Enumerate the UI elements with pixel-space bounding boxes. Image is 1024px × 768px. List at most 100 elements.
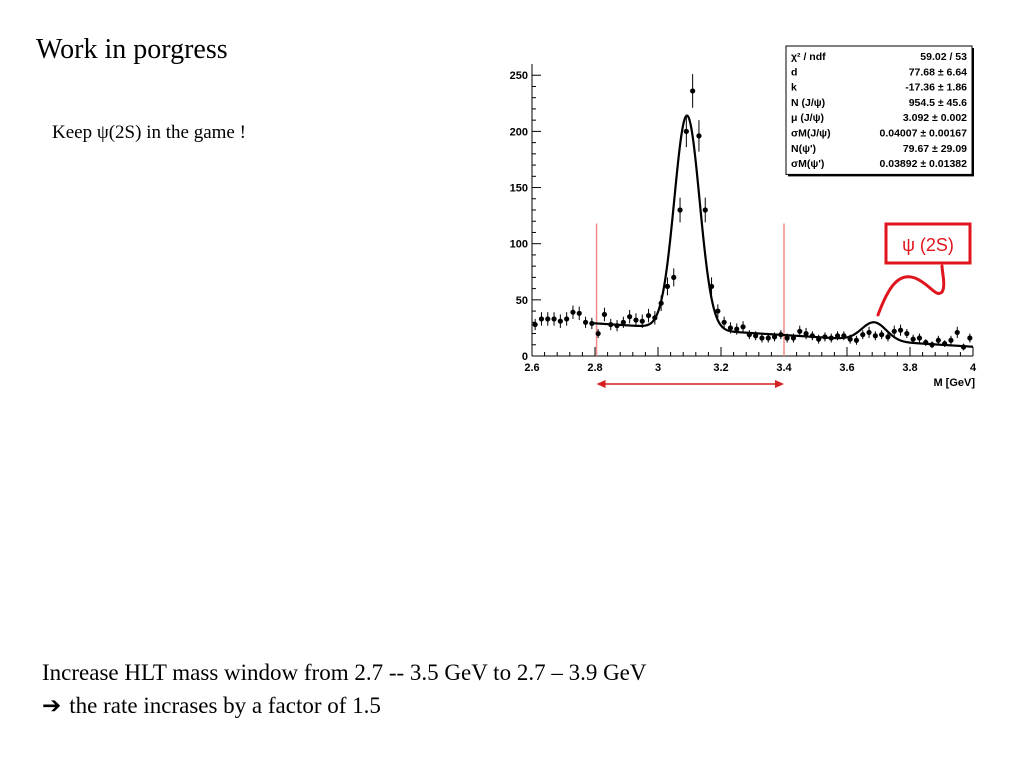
data-point xyxy=(948,335,954,345)
stat-label: k xyxy=(791,82,797,94)
data-point xyxy=(683,115,689,148)
annotation-box xyxy=(884,222,972,265)
data-point xyxy=(633,313,639,327)
data-point-marker xyxy=(671,274,677,280)
data-point-marker xyxy=(545,316,551,322)
data-point-marker xyxy=(803,330,809,337)
data-point xyxy=(538,312,545,326)
data-point-marker xyxy=(702,207,708,213)
data-point xyxy=(715,304,721,318)
data-point-marker xyxy=(853,337,860,343)
stat-label: N(ψ') xyxy=(791,143,816,155)
data-point-marker xyxy=(595,330,601,337)
x-tick-label: 3.2 xyxy=(713,362,728,374)
annotation-label: ψ (2S) xyxy=(902,235,954,255)
y-tick-label: 100 xyxy=(510,239,528,251)
data-point xyxy=(576,306,582,321)
footer-line-2: ➔ the rate incrases by a factor of 1.5 xyxy=(42,689,647,723)
data-point xyxy=(564,312,570,326)
data-point xyxy=(897,324,904,336)
data-point xyxy=(645,308,652,323)
data-point-marker xyxy=(734,326,740,332)
data-point xyxy=(551,312,557,326)
data-point-marker xyxy=(645,312,652,319)
data-point-marker xyxy=(601,311,608,318)
data-point xyxy=(582,316,589,328)
data-point-marker xyxy=(677,207,683,213)
slide-subtitle: Keep ψ(2S) in the game ! xyxy=(52,122,246,143)
data-point-marker xyxy=(797,328,803,334)
right-arrow-icon: ➔ xyxy=(42,693,62,719)
y-tick-label: 250 xyxy=(510,70,528,82)
mass-window-arrow xyxy=(596,380,784,388)
x-axis-label: M [GeV] xyxy=(933,377,975,389)
x-tick-label: 3 xyxy=(655,362,661,374)
data-point-marker xyxy=(576,310,582,316)
stat-label: N (J/ψ) xyxy=(791,97,825,109)
data-point-marker xyxy=(564,316,570,322)
data-point-marker xyxy=(690,88,696,94)
data-point xyxy=(557,314,563,328)
data-point xyxy=(885,332,891,342)
stat-value: 0.04007 ± 0.00167 xyxy=(879,128,967,140)
data-point xyxy=(740,321,746,333)
y-tick-label: 150 xyxy=(510,183,528,195)
data-point-marker xyxy=(551,316,557,322)
data-point xyxy=(690,74,696,108)
stat-label: σM(ψ') xyxy=(791,158,824,170)
data-point xyxy=(532,318,538,331)
y-tick-label: 200 xyxy=(510,126,528,138)
data-point xyxy=(570,305,576,319)
psi2s-annotation: ψ (2S) xyxy=(876,222,972,317)
data-point-marker xyxy=(759,335,765,341)
data-point-marker xyxy=(570,309,576,315)
data-point-marker xyxy=(866,329,872,336)
data-point-marker xyxy=(727,325,734,331)
data-point-marker xyxy=(954,329,960,336)
stat-value: 77.68 ± 6.64 xyxy=(909,66,967,78)
data-point xyxy=(853,335,860,345)
data-point xyxy=(595,329,601,339)
data-point-marker xyxy=(557,318,563,324)
data-point-marker xyxy=(910,336,916,342)
data-point xyxy=(696,120,702,152)
data-point-marker xyxy=(904,330,910,337)
data-point-marker xyxy=(753,333,759,339)
stat-value: 0.03892 ± 0.01382 xyxy=(879,158,967,170)
data-point-marker xyxy=(639,318,645,324)
footer-line-2-text: the rate incrases by a factor of 1.5 xyxy=(69,693,381,718)
arrow-head-right xyxy=(775,380,784,388)
data-point xyxy=(601,307,608,322)
data-point-marker xyxy=(664,283,671,289)
data-point-marker xyxy=(620,319,626,325)
data-point-marker xyxy=(935,337,941,343)
y-tick-label: 0 xyxy=(522,351,528,363)
data-point xyxy=(866,326,872,339)
stat-value: 954.5 ± 45.6 xyxy=(909,97,967,109)
mass-spectrum-chart: 0 50 100 150 200 250 2.6 2.8 3 3.2 3.4 3.6 3.8 4 M [Ge… xyxy=(510,45,977,389)
fit-curve xyxy=(591,114,974,348)
x-tick-label: 2.6 xyxy=(524,362,539,374)
slide-title: Work in porgress xyxy=(36,34,228,65)
slide-footer: Increase HLT mass window from 2.7 -- 3.5… xyxy=(42,656,647,723)
y-tick-label: 50 xyxy=(516,295,528,307)
data-point xyxy=(916,333,923,343)
stat-label: d xyxy=(791,66,797,78)
data-point-marker xyxy=(582,319,589,325)
data-point-marker xyxy=(532,321,538,328)
stat-label: μ (J/ψ) xyxy=(791,112,824,124)
data-point-marker xyxy=(891,328,897,334)
arrow-head-left xyxy=(596,380,606,388)
data-point xyxy=(545,312,551,326)
data-point-marker xyxy=(885,334,891,340)
stats-box: χ² / ndf 59.02 / 53 d 77.68 ± 6.64 k -17.36 ±… xyxy=(785,45,974,177)
data-point-marker xyxy=(740,324,746,330)
stats-box-frame xyxy=(785,45,973,175)
data-point-marker xyxy=(696,133,702,139)
stat-value: 59.02 / 53 xyxy=(920,51,967,63)
data-point-marker xyxy=(860,332,866,338)
data-point-marker xyxy=(627,314,633,320)
x-tick-label: 4 xyxy=(970,362,977,374)
data-point-marker xyxy=(683,128,689,134)
data-point xyxy=(879,330,885,340)
